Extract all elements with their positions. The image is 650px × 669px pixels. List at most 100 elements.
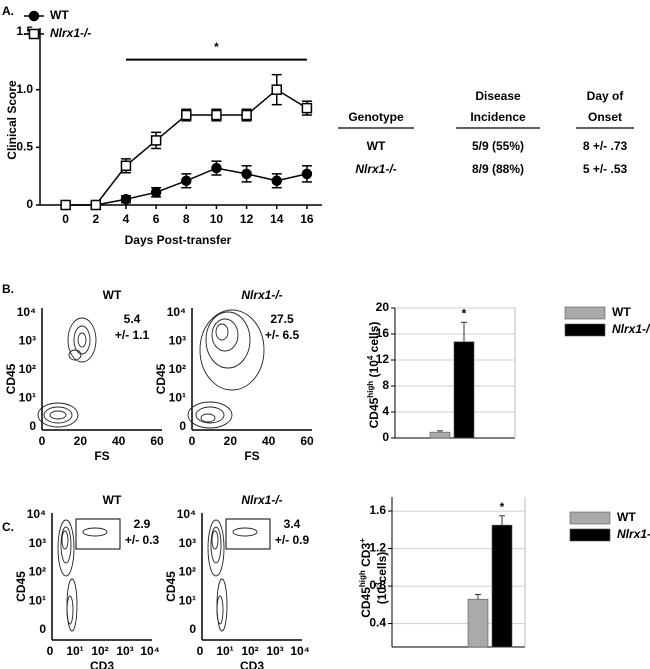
flow-y-tick-label: 10²: [19, 362, 36, 376]
data-point: [120, 193, 132, 205]
x-tick-label: 0: [62, 212, 69, 226]
legend-marker: [28, 28, 40, 40]
bar: [429, 431, 451, 439]
flow-x-tick-label: 60: [150, 434, 164, 448]
table-header: Day of: [587, 89, 625, 103]
data-point: [60, 199, 71, 211]
y-tick-label: 0.8: [369, 578, 386, 592]
contour: [195, 406, 225, 424]
flow-y-tick-label: 0: [179, 419, 186, 433]
x-tick-label: 2: [92, 212, 99, 226]
flow-x-title: CD3: [240, 659, 264, 669]
flow-y-tick-label: 10³: [29, 536, 46, 550]
contour: [49, 410, 67, 420]
legend-label: Nlrx1-/-: [612, 322, 650, 336]
data-point: [301, 168, 313, 180]
contour: [77, 332, 87, 348]
superscript: high: [358, 570, 367, 587]
y-tick-label: 12: [376, 352, 390, 366]
contour: [187, 401, 233, 429]
flow-y-tick-label: 10³: [169, 334, 186, 348]
table-cell: 8/9 (88%): [472, 162, 524, 176]
contour: [43, 406, 73, 424]
data-point: [211, 109, 222, 121]
flow-y-title: CD45: [164, 571, 178, 602]
superscript: high: [366, 381, 375, 398]
y-tick-label: 4: [382, 404, 389, 418]
flow-stat: 5.4: [124, 312, 141, 326]
data-point: [181, 109, 192, 121]
legend-swatch: [564, 306, 606, 320]
significance-star: *: [500, 500, 505, 514]
y-axis-title: Clinical Score: [5, 80, 19, 160]
table-header: Genotype: [348, 110, 404, 124]
data-point: [150, 135, 162, 146]
flow-y-tick-label: 0: [29, 419, 36, 433]
table-cell: WT: [367, 139, 386, 153]
table-cell: Nlrx1-/-: [355, 162, 396, 176]
flow-y-tick-label: 10³: [19, 334, 36, 348]
flow-y-title: CD45: [14, 571, 28, 602]
text-part: CD45: [359, 587, 373, 618]
flow-y-tick-label: 10¹: [19, 391, 36, 405]
flow-y-tick-label: 10⁴: [167, 305, 186, 319]
flow-y-title: CD45: [154, 363, 168, 394]
x-axis-title: Days Post-transfer: [125, 233, 232, 247]
gate: [225, 518, 271, 550]
contour: [211, 530, 219, 550]
data-point: [150, 187, 162, 198]
flow-y-tick-label: 10⁴: [177, 507, 196, 521]
flow-y-tick-label: 0: [39, 622, 46, 636]
flow-x-tick-label: 10²: [91, 644, 108, 658]
data-point: [271, 84, 283, 95]
flow-stat: 3.4: [284, 517, 301, 531]
panel-label: A.: [2, 4, 14, 18]
superscript: 4: [366, 355, 375, 360]
flow-y-tick-label: 10¹: [29, 593, 46, 607]
table-header: Onset: [588, 110, 622, 124]
contour: [216, 595, 224, 625]
flow-title: WT: [103, 493, 122, 507]
error-bar: [499, 515, 505, 526]
y-tick-label: 1.6: [369, 503, 386, 517]
y-tick-label: 1.0: [16, 82, 33, 96]
flow-x-tick-label: 0: [189, 434, 196, 448]
y-tick-label: 8: [382, 378, 389, 392]
y-tick-label: 0: [26, 197, 33, 211]
error-bar: [475, 594, 481, 600]
text-part: CD3: [359, 543, 373, 571]
flow-x-tick-label: 10⁴: [290, 644, 309, 658]
data-point: [271, 175, 283, 187]
flow-stat-error: +/- 6.5: [265, 328, 300, 342]
legend-label: WT: [612, 305, 631, 319]
contour: [73, 325, 91, 355]
contour: [57, 519, 75, 577]
contour: [207, 519, 225, 577]
flow-y-tick-label: 10⁴: [27, 507, 46, 521]
significance-star: *: [462, 306, 467, 320]
legend-marker: [28, 10, 40, 22]
contour: [60, 526, 72, 564]
flow-x-tick-label: 0: [47, 644, 54, 658]
flow-y-tick-label: 10²: [29, 565, 46, 579]
y-tick-label: 20: [376, 300, 390, 314]
flow-y-tick-label: 10²: [169, 362, 186, 376]
flow-x-tick-label: 40: [262, 434, 276, 448]
text-part: (10: [367, 360, 381, 381]
flow-x-tick-label: 10¹: [66, 644, 83, 658]
data-point: [241, 109, 252, 121]
legend-swatch: [569, 511, 611, 525]
data-point: [241, 168, 252, 180]
text-part: CD45: [367, 397, 381, 428]
data-point: [301, 102, 313, 114]
flow-stat-error: +/- 0.9: [275, 533, 310, 547]
contour: [210, 526, 222, 564]
axis-title: (103cells): [374, 552, 390, 604]
flow-x-tick-label: 20: [224, 434, 238, 448]
x-tick-label: 12: [240, 212, 254, 226]
flow-y-tick-label: 10³: [179, 536, 196, 550]
flow-x-tick-label: 10³: [116, 644, 133, 658]
flow-y-title: CD45: [4, 363, 18, 394]
x-tick-label: 16: [300, 212, 314, 226]
